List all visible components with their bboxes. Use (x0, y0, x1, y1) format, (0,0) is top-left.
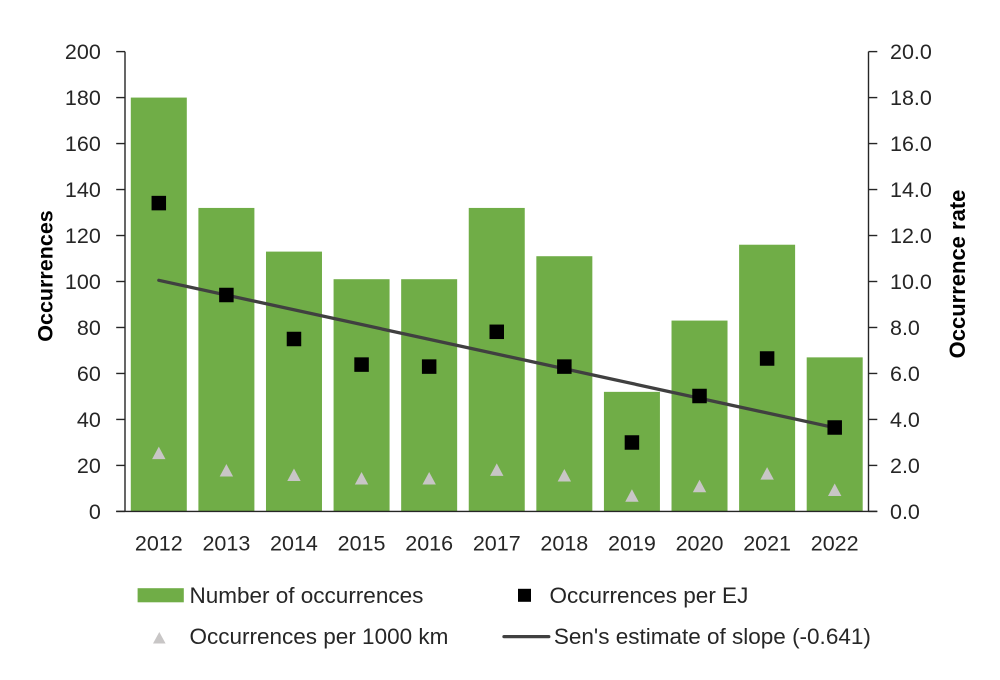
svg-text:2017: 2017 (473, 532, 521, 556)
svg-text:80: 80 (77, 316, 101, 340)
svg-text:120: 120 (65, 224, 101, 248)
svg-text:6.0: 6.0 (890, 362, 920, 386)
svg-text:100: 100 (65, 270, 101, 294)
svg-text:8.0: 8.0 (890, 316, 920, 340)
svg-text:160: 160 (65, 132, 101, 156)
svg-text:2013: 2013 (202, 532, 250, 556)
svg-text:2019: 2019 (608, 532, 656, 556)
svg-text:40: 40 (77, 408, 101, 432)
svg-text:200: 200 (65, 40, 101, 64)
svg-text:60: 60 (77, 362, 101, 386)
svg-text:2012: 2012 (135, 532, 183, 556)
svg-text:2021: 2021 (743, 532, 791, 556)
svg-text:14.0: 14.0 (890, 178, 932, 202)
svg-text:2016: 2016 (405, 532, 453, 556)
svg-text:2.0: 2.0 (890, 454, 920, 478)
svg-text:2022: 2022 (811, 532, 859, 556)
svg-text:Occurrences per EJ: Occurrences per EJ (550, 583, 749, 608)
svg-text:Number of occurrences: Number of occurrences (190, 583, 424, 608)
svg-text:140: 140 (65, 178, 101, 202)
svg-text:Occurrences: Occurrences (33, 210, 57, 342)
svg-text:2014: 2014 (270, 532, 318, 556)
svg-text:2018: 2018 (540, 532, 588, 556)
svg-text:18.0: 18.0 (890, 86, 932, 110)
svg-text:180: 180 (65, 86, 101, 110)
svg-text:12.0: 12.0 (890, 224, 932, 248)
svg-text:0: 0 (89, 500, 101, 524)
svg-text:20: 20 (77, 454, 101, 478)
svg-text:Sen's estimate of slope (-0.64: Sen's estimate of slope (-0.641) (554, 624, 871, 649)
svg-text:Occurrence rate: Occurrence rate (945, 190, 970, 359)
svg-text:4.0: 4.0 (890, 408, 920, 432)
svg-text:16.0: 16.0 (890, 132, 932, 156)
svg-text:Occurrences per 1000 km: Occurrences per 1000 km (190, 624, 449, 649)
svg-text:2015: 2015 (338, 532, 386, 556)
svg-text:20.0: 20.0 (890, 40, 932, 64)
svg-text:10.0: 10.0 (890, 270, 932, 294)
svg-text:0.0: 0.0 (890, 500, 920, 524)
svg-text:2020: 2020 (676, 532, 724, 556)
